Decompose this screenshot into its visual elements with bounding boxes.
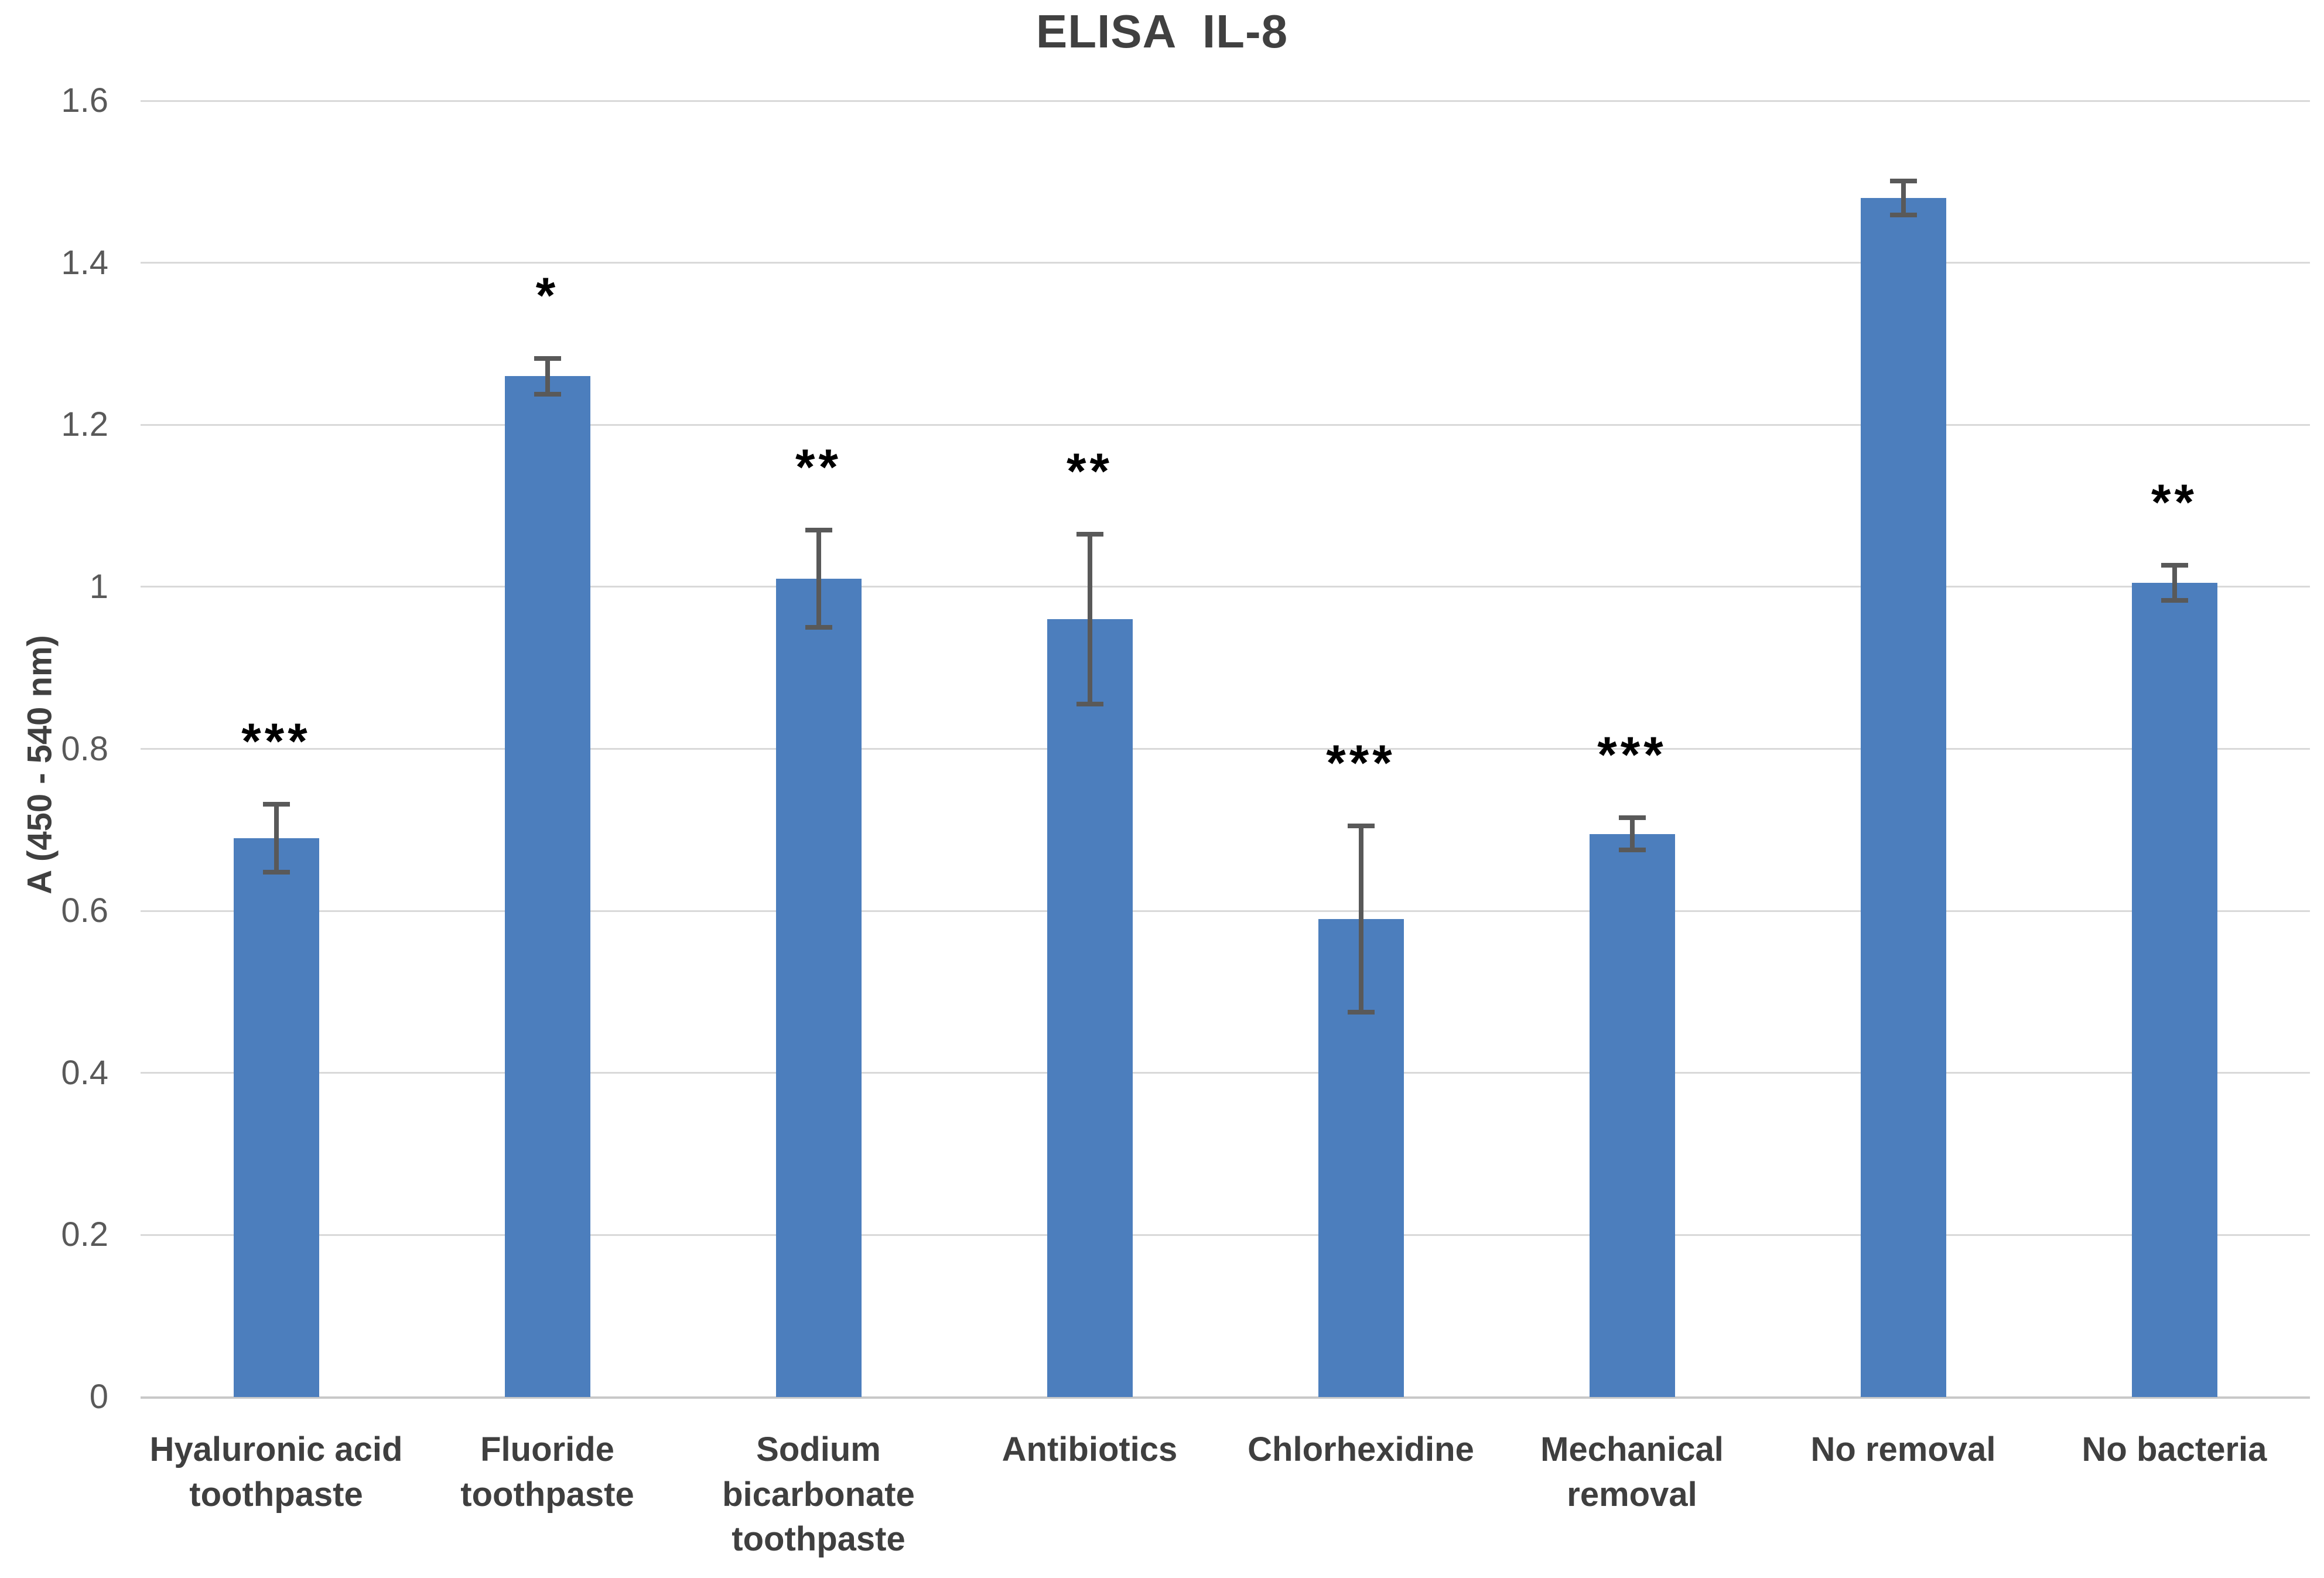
gridline	[141, 1234, 2310, 1236]
significance-stars: ***	[241, 713, 311, 770]
bar	[1047, 619, 1133, 1397]
bar	[233, 838, 319, 1397]
category-label: No removal	[1768, 1427, 2039, 1473]
category-label: No bacteria	[2039, 1427, 2310, 1473]
error-bar	[1629, 818, 1635, 851]
significance-stars: *	[535, 267, 559, 324]
significance-stars: **	[2151, 474, 2197, 531]
error-bar-cap	[1889, 178, 1917, 183]
y-tick-label: 1.2	[61, 405, 108, 444]
gridline	[141, 586, 2310, 588]
chart-title: ELISA IL-8	[1035, 5, 1289, 57]
significance-stars: **	[795, 439, 842, 496]
y-tick-label: 1.4	[61, 243, 108, 282]
significance-stars: ***	[1597, 727, 1667, 784]
category-label-text: No removal	[1810, 1430, 1996, 1468]
gridline	[141, 423, 2310, 426]
category-label-text: Sodium bicarbonate toothpaste	[722, 1430, 915, 1559]
gridline	[141, 262, 2310, 264]
error-bar-cap	[534, 356, 561, 361]
gridline	[141, 100, 2310, 102]
gridline	[141, 748, 2310, 750]
error-bar-cap	[2161, 562, 2188, 568]
error-bar-cap	[262, 801, 290, 807]
significance-stars: ***	[1326, 735, 1396, 791]
y-tick-label: 0.6	[61, 892, 108, 930]
bar	[1860, 197, 1946, 1397]
category-label: Sodium bicarbonate toothpaste	[683, 1427, 954, 1562]
error-bar	[1087, 534, 1092, 705]
error-bar	[274, 804, 279, 872]
category-label: Mechanical removal	[1496, 1427, 1768, 1517]
category-label: Chlorhexidine	[1225, 1427, 1496, 1473]
bar	[1589, 834, 1675, 1397]
category-label-text: No bacteria	[2082, 1430, 2267, 1468]
error-bar	[816, 530, 821, 628]
significance-stars: **	[1067, 443, 1113, 500]
y-tick-label: 0.2	[61, 1215, 108, 1254]
error-bar-cap	[1076, 531, 1103, 537]
category-label: Fluoride toothpaste	[412, 1427, 683, 1517]
y-tick-label: 0.8	[61, 729, 108, 768]
error-bar-cap	[2161, 598, 2188, 603]
category-label-text: Chlorhexidine	[1248, 1430, 1474, 1468]
category-label-text: Mechanical removal	[1540, 1430, 1724, 1514]
y-tick-label: 1	[89, 567, 108, 606]
y-tick-label: 0	[89, 1378, 108, 1416]
category-label-text: Hyaluronic acid toothpaste	[149, 1430, 403, 1514]
error-bar-cap	[262, 869, 290, 875]
gridline	[141, 1072, 2310, 1074]
category-label-text: Antibiotics	[1002, 1430, 1178, 1468]
error-bar-cap	[1347, 1010, 1375, 1015]
x-axis-baseline	[141, 1396, 2310, 1399]
error-bar	[545, 358, 550, 394]
y-tick-label: 0.4	[61, 1053, 108, 1092]
error-bar	[1358, 825, 1363, 1012]
error-bar	[2172, 565, 2177, 601]
error-bar-cap	[805, 625, 832, 630]
category-label: Hyaluronic acid toothpaste	[141, 1427, 412, 1517]
error-bar-cap	[1889, 213, 1917, 218]
bar	[775, 579, 862, 1397]
error-bar-cap	[1618, 848, 1646, 853]
error-bar-cap	[1618, 815, 1646, 821]
error-bar	[1901, 180, 1906, 215]
bar	[504, 376, 590, 1397]
y-tick-label: 1.6	[61, 81, 108, 119]
bar	[2131, 582, 2217, 1397]
category-label-text: Fluoride toothpaste	[460, 1430, 634, 1514]
gridline	[141, 910, 2310, 912]
category-label: Antibiotics	[954, 1427, 1225, 1473]
error-bar-cap	[805, 528, 832, 533]
error-bar-cap	[534, 391, 561, 397]
error-bar-cap	[1076, 702, 1103, 707]
error-bar-cap	[1347, 823, 1375, 828]
